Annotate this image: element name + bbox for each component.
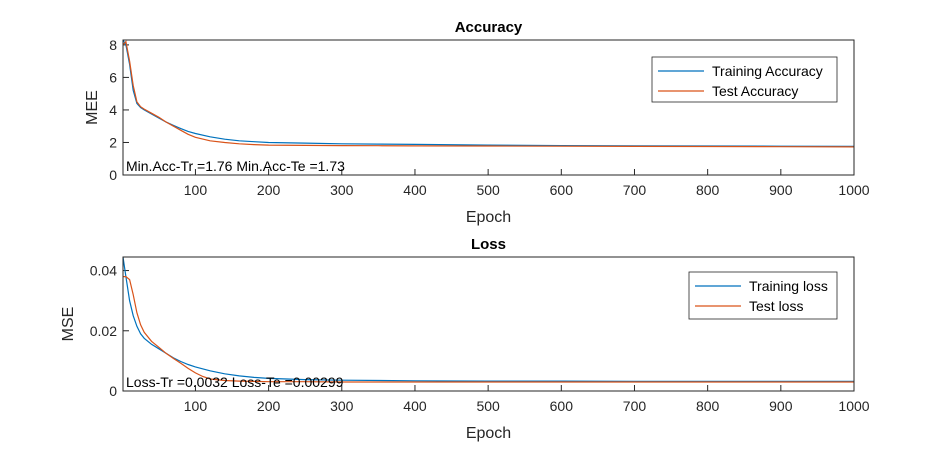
x-tick-label: 400 (403, 182, 427, 198)
x-axis-label: Epoch (466, 425, 511, 442)
y-tick-label: 2 (109, 134, 117, 150)
x-tick-label: 800 (696, 398, 720, 414)
y-tick-label: 6 (109, 69, 117, 85)
annotation: Min.Acc-Tr =1.76 Min.Acc-Te =1.73 (126, 158, 345, 174)
chart-2: Loss 100 200 300 400 500 600 700 800 900 1000 0 0.02… (60, 236, 870, 442)
legend-label: Test loss (749, 298, 803, 314)
y-tick-label: 8 (109, 37, 117, 53)
y-tick-label: 0.02 (90, 323, 117, 339)
y-tick-label: 0.04 (90, 263, 117, 279)
x-tick-label: 900 (769, 182, 793, 198)
series-line-2 (123, 40, 854, 148)
x-tick-label: 200 (257, 398, 281, 414)
legend-label: Training Accuracy (712, 63, 823, 79)
annotation: Loss-Tr =0.0032 Loss-Te =0.00299 (126, 374, 344, 390)
x-tick-label: 700 (623, 182, 647, 198)
x-tick-label: 100 (184, 398, 208, 414)
x-tick-label: 500 (476, 182, 500, 198)
axes-box (122, 256, 855, 392)
axes-box (122, 39, 855, 176)
legend-label: Test Accuracy (712, 83, 798, 99)
x-tick-label: 600 (550, 182, 574, 198)
y-tick-label: 0 (109, 167, 117, 183)
x-tick-label: 400 (403, 398, 427, 414)
chart-1: Accuracy 100 200 300 400 500 600 700 800 900 1000 0… (84, 19, 870, 226)
x-tick-label: 1000 (838, 182, 869, 198)
x-tick-label: 800 (696, 182, 720, 198)
y-tick-label: 4 (109, 102, 117, 118)
y-axis-label: MSE (60, 307, 77, 342)
series-line-1 (123, 39, 854, 147)
x-tick-label: 100 (184, 182, 208, 198)
legend-label: Training loss (749, 278, 828, 294)
chart-title: Accuracy (455, 19, 523, 36)
series-line-1 (123, 256, 854, 382)
x-tick-label: 200 (257, 182, 281, 198)
y-axis-label: MEE (84, 90, 101, 125)
x-tick-label: 700 (623, 398, 647, 414)
y-tick-label: 0 (109, 383, 117, 399)
x-axis-label: Epoch (466, 209, 511, 226)
x-tick-label: 900 (769, 398, 793, 414)
legend-box (688, 271, 838, 320)
legend-box (651, 56, 838, 103)
x-tick-label: 300 (330, 182, 354, 198)
series-line-2 (123, 276, 854, 383)
x-tick-label: 500 (476, 398, 500, 414)
x-tick-label: 600 (550, 398, 574, 414)
x-tick-label: 300 (330, 398, 354, 414)
x-tick-label: 1000 (838, 398, 869, 414)
chart-title: Loss (471, 236, 506, 253)
